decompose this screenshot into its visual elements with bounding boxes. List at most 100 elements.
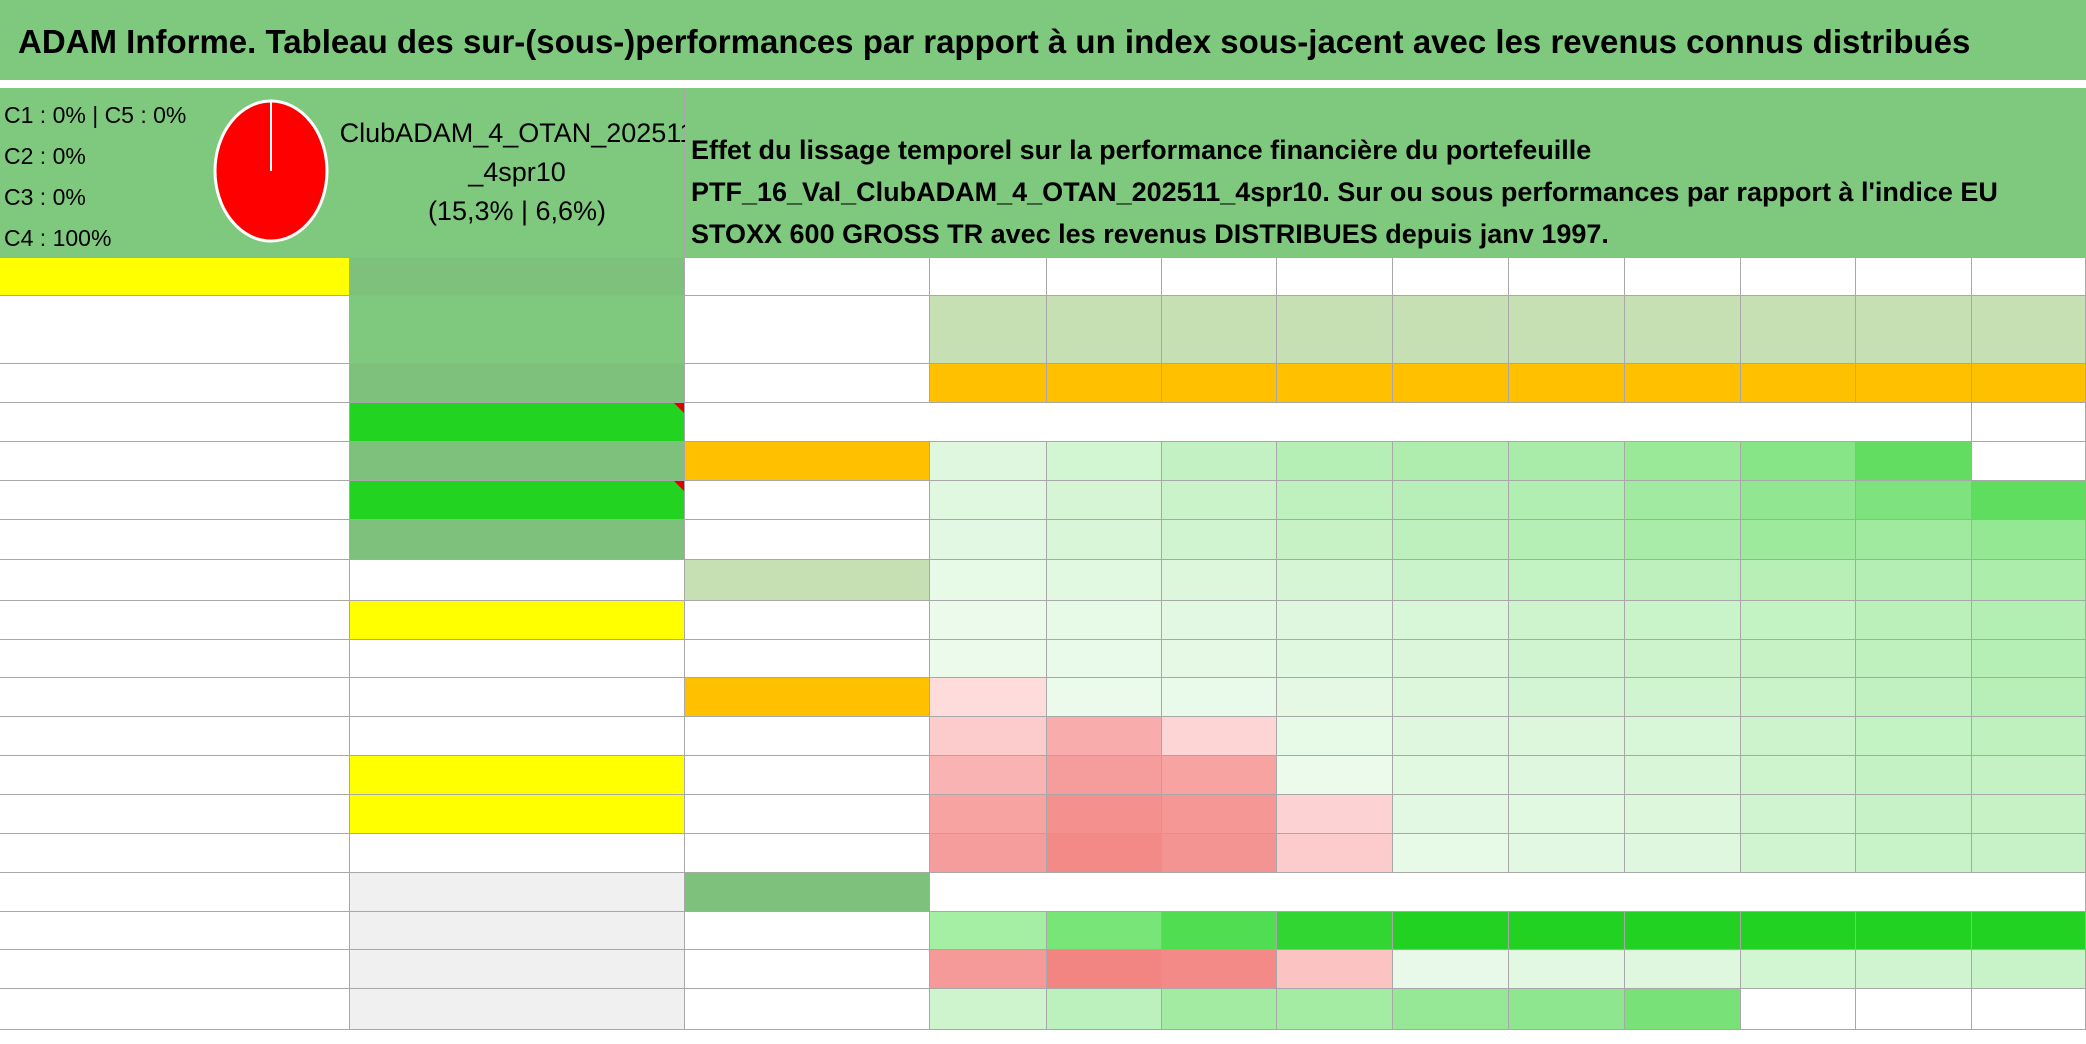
- volatility-value: [1162, 364, 1277, 403]
- probability-value: [1509, 834, 1625, 873]
- probability-value: [1856, 601, 1972, 640]
- probability-value: [1509, 560, 1625, 601]
- probability-value: [1625, 520, 1741, 560]
- holding-row: [0, 795, 350, 834]
- holding-row-empty: [0, 989, 350, 1030]
- probability-value: [1625, 795, 1741, 834]
- report-title: ADAM Informe. Tableau des sur-(sous-)per…: [0, 0, 2086, 80]
- pie-legend-line: C2 : 0%: [4, 143, 86, 169]
- probability-threshold: [685, 756, 930, 795]
- holding-row: [0, 364, 350, 403]
- probability-value: [1856, 442, 1972, 481]
- maximum-value: [1741, 989, 1856, 1030]
- probability-value: [930, 678, 1047, 717]
- title-separator: [0, 80, 2086, 88]
- pie-legend-line: C4 : 100%: [4, 225, 112, 251]
- info-cell: [350, 296, 685, 364]
- info-cell: [350, 989, 685, 1030]
- info-cell: [350, 717, 685, 756]
- probability-threshold: [685, 717, 930, 756]
- holding-row: [0, 296, 350, 364]
- probability-value: [1393, 717, 1509, 756]
- probability-value: [1277, 520, 1393, 560]
- probability-value: [930, 481, 1047, 520]
- volatility-value: [1047, 364, 1162, 403]
- probability-threshold: [685, 834, 930, 873]
- probability-value: [1741, 717, 1856, 756]
- holding-row: [0, 601, 350, 640]
- info-cell: [350, 950, 685, 989]
- probability-value: [930, 795, 1047, 834]
- probability-value: [1856, 756, 1972, 795]
- probability-value: [1625, 640, 1741, 678]
- probability-value: [1972, 520, 2086, 560]
- probability-threshold: [685, 795, 930, 834]
- info-cell: [350, 756, 685, 795]
- probability-threshold: [685, 640, 930, 678]
- probability-value: [1393, 560, 1509, 601]
- duration-label: [685, 258, 930, 296]
- volatility-value: [1509, 364, 1625, 403]
- pie-legend-panel: C1 : 0% | C5 : 0% C2 : 0% C3 : 0% C4 : 1…: [0, 88, 350, 258]
- probability-value: [1047, 442, 1162, 481]
- maximum-value: [930, 989, 1047, 1030]
- probability-value: [1741, 560, 1856, 601]
- pie-legend-line: C3 : 0%: [4, 184, 86, 210]
- positive-perf-value: [1162, 912, 1277, 950]
- probability-value: [1625, 756, 1741, 795]
- probability-value: [930, 834, 1047, 873]
- probability-value: [1047, 601, 1162, 640]
- probability-value: [930, 560, 1047, 601]
- probability-value: [1741, 678, 1856, 717]
- volatility-value: [1625, 364, 1741, 403]
- maximum-value: [1277, 989, 1393, 1030]
- portfolio-name: ClubADAM_4_OTAN_202511: [339, 117, 695, 148]
- probability-value: [1162, 640, 1277, 678]
- probability-value: [1393, 834, 1509, 873]
- probability-value: [1277, 795, 1393, 834]
- maximum-value: [1393, 989, 1509, 1030]
- positive-perf-label: [685, 912, 930, 950]
- probability-value: [1972, 481, 2086, 520]
- probability-value: [1393, 640, 1509, 678]
- info-cell: [350, 640, 685, 678]
- annual-return-value: [1509, 296, 1625, 364]
- probability-value: [1625, 678, 1741, 717]
- probability-value: [1277, 834, 1393, 873]
- holding-row-empty: [0, 950, 350, 989]
- probability-value: [1393, 442, 1509, 481]
- probability-value: [1509, 442, 1625, 481]
- probability-threshold: [685, 442, 930, 481]
- probability-value: [1162, 481, 1277, 520]
- volatility-value: [1856, 364, 1972, 403]
- minimum-value: [1625, 950, 1741, 989]
- holding-row: [0, 481, 350, 520]
- probability-value: [1625, 442, 1741, 481]
- probability-value: [1277, 678, 1393, 717]
- holding-row: [0, 912, 350, 950]
- holding-row: [0, 756, 350, 795]
- info-cell: [350, 912, 685, 950]
- portfolio-return-vol: (15,3% | 6,6%): [427, 196, 607, 227]
- positive-perf-value: [1741, 912, 1856, 950]
- minimum-value: [1162, 950, 1277, 989]
- probability-value: [1856, 717, 1972, 756]
- probability-value: [1741, 601, 1856, 640]
- minimum-value: [930, 950, 1047, 989]
- probability-threshold: [685, 560, 930, 601]
- holding-row: [0, 717, 350, 756]
- portfolio-name-box: ClubADAM_4_OTAN_202511 _4spr10 (15,3% | …: [340, 88, 694, 258]
- probability-value: [1162, 601, 1277, 640]
- probability-value: [1625, 481, 1741, 520]
- info-cell: [350, 834, 685, 873]
- probability-value: [1393, 678, 1509, 717]
- annual-return-value: [1047, 296, 1162, 364]
- probability-value: [1741, 520, 1856, 560]
- year-header: [1509, 258, 1625, 296]
- holding-row: [0, 560, 350, 601]
- year-header: [1047, 258, 1162, 296]
- annual-return-value: [1277, 296, 1393, 364]
- probability-value: [1047, 640, 1162, 678]
- holding-row: [0, 640, 350, 678]
- positive-perf-value: [1047, 912, 1162, 950]
